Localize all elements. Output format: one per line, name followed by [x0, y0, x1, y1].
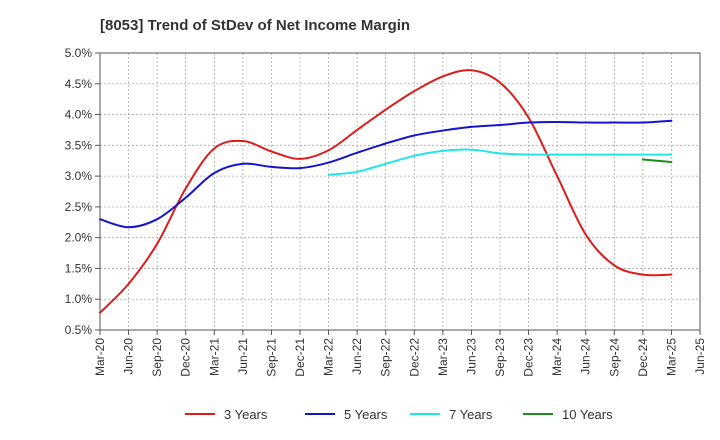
- x-tick-label: Sep-22: [379, 338, 393, 377]
- x-tick-label: Jun-24: [579, 338, 593, 375]
- y-axis-ticks: 0.5% 1.0% 1.5% 2.0% 2.5% 3.0% 3.5% 4.0% 4.5% 5.0%: [65, 46, 100, 337]
- series-line-3-years: [99, 69, 673, 314]
- x-tick-label: Jun-25: [693, 338, 707, 375]
- x-tick-label: Mar-21: [207, 338, 221, 376]
- x-tick-label: Sep-23: [493, 338, 507, 377]
- x-axis-ticks: Mar-20 Jun-20 Sep-20 Dec-20 Mar-21 Jun-21 Sep-…: [93, 330, 707, 377]
- x-tick-label: Dec-24: [636, 338, 650, 377]
- x-tick-label: Mar-25: [664, 338, 678, 376]
- legend-label-10-years: 10 Years: [562, 407, 613, 422]
- plot-area: [99, 52, 701, 331]
- series-line-10-years: [641, 158, 673, 163]
- x-tick-label: Mar-22: [322, 338, 336, 376]
- y-tick-label: 5.0%: [65, 46, 93, 60]
- grid: [100, 53, 700, 330]
- y-tick-label: 2.5%: [65, 200, 93, 214]
- x-tick-label: Mar-20: [93, 338, 107, 376]
- x-tick-label: Jun-22: [350, 338, 364, 375]
- x-tick-label: Sep-21: [264, 338, 278, 377]
- x-tick-label: Sep-20: [150, 338, 164, 377]
- legend-label-3-years: 3 Years: [224, 407, 268, 422]
- x-tick-label: Dec-21: [293, 338, 307, 377]
- x-tick-label: Mar-23: [436, 338, 450, 376]
- series-line-7-years: [327, 148, 673, 176]
- y-tick-label: 3.5%: [65, 138, 93, 152]
- x-tick-label: Sep-24: [607, 338, 621, 377]
- y-tick-label: 1.0%: [65, 292, 93, 306]
- y-tick-label: 0.5%: [65, 323, 93, 337]
- y-tick-label: 4.5%: [65, 77, 93, 91]
- legend: 3 Years 5 Years 7 Years 10 Years: [185, 407, 613, 422]
- chart-title: [8053] Trend of StDev of Net Income Marg…: [100, 17, 410, 34]
- legend-label-7-years: 7 Years: [449, 407, 493, 422]
- x-tick-label: Jun-21: [236, 338, 250, 375]
- y-tick-label: 3.0%: [65, 169, 93, 183]
- x-tick-label: Dec-22: [407, 338, 421, 377]
- legend-label-5-years: 5 Years: [344, 407, 388, 422]
- y-tick-label: 2.0%: [65, 231, 93, 245]
- x-tick-label: Jun-23: [464, 338, 478, 375]
- series-line-5-years: [99, 119, 673, 229]
- y-tick-label: 4.0%: [65, 108, 93, 122]
- x-tick-label: Dec-20: [179, 338, 193, 377]
- x-tick-label: Mar-24: [550, 338, 564, 376]
- x-tick-label: Jun-20: [122, 338, 136, 375]
- y-tick-label: 1.5%: [65, 261, 93, 275]
- x-tick-label: Dec-23: [522, 338, 536, 377]
- series-lines: [99, 69, 673, 314]
